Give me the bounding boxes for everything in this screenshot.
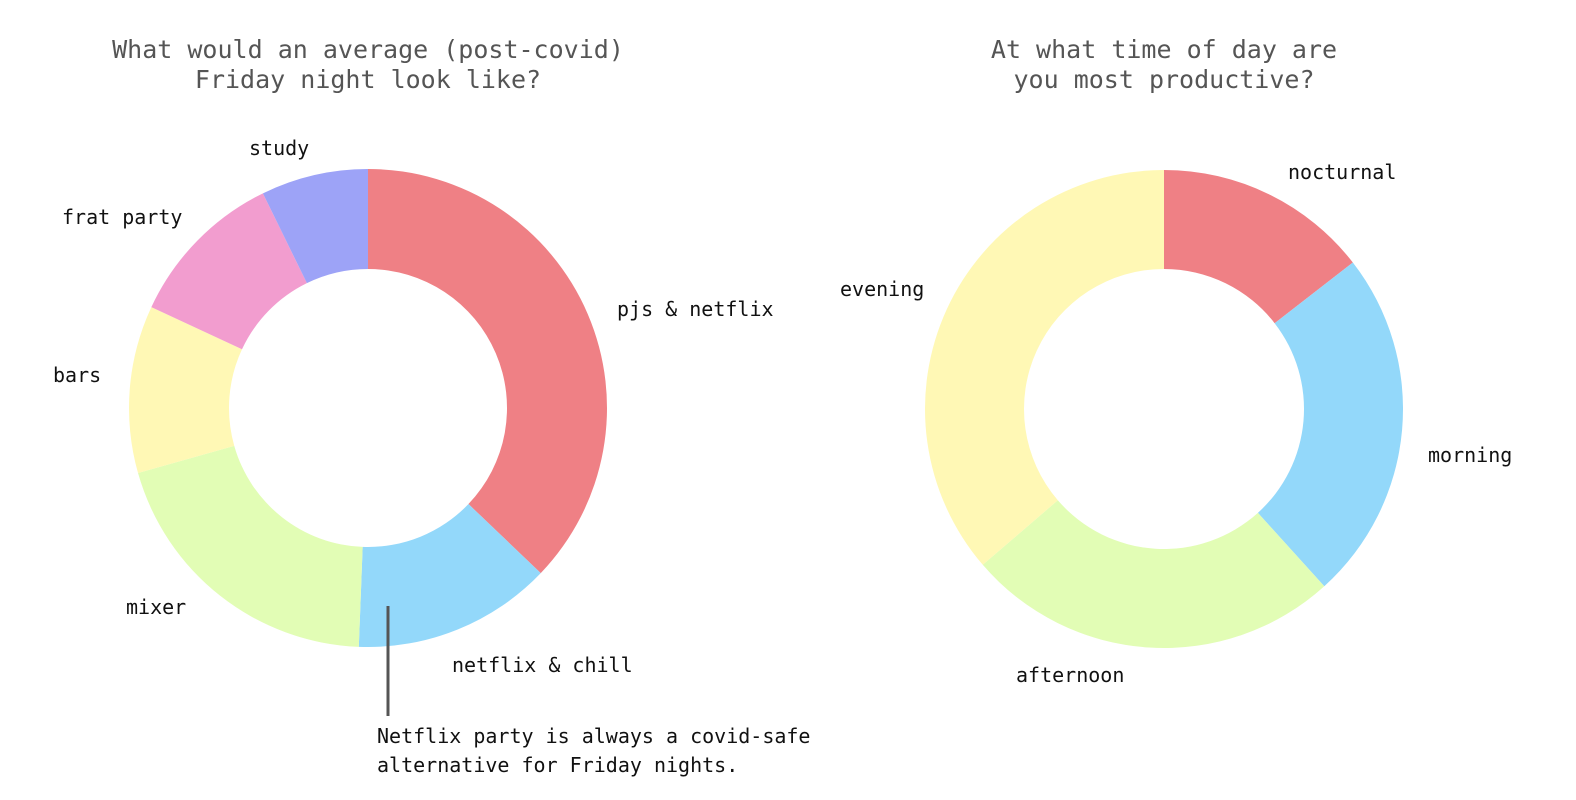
slice-label-afternoon: afternoon — [1016, 663, 1124, 687]
slice-evening — [924, 170, 1164, 565]
slice-label-netflix-chill: netflix & chill — [452, 653, 633, 677]
slice-label-pjs-netflix: pjs & netflix — [617, 297, 774, 321]
chart-title: At what time of day are you most producti… — [991, 35, 1337, 94]
slice-label-bars: bars — [53, 363, 101, 387]
slice-label-nocturnal: nocturnal — [1288, 160, 1396, 184]
slice-pjs-netflix — [368, 169, 607, 574]
chart-title-line: you most productive? — [1013, 65, 1314, 94]
slice-nocturnal — [1164, 170, 1353, 324]
slice-label-evening: evening — [840, 277, 924, 301]
slice-label-frat-party: frat party — [62, 205, 182, 229]
slice-label-morning: morning — [1428, 443, 1512, 467]
annotation-text-line: Netflix party is always a covid-safe — [377, 724, 810, 748]
chart-title-line: What would an average (post-covid) — [112, 35, 624, 64]
chart-title: What would an average (post-covid) Friday… — [112, 35, 624, 94]
slice-study — [262, 169, 368, 284]
annotation: Netflix party is always a covid-safe alte… — [377, 606, 810, 777]
slice-bars — [129, 307, 243, 474]
donut-slices — [924, 170, 1404, 649]
slice-netflix-chill — [358, 504, 541, 647]
slice-label-mixer: mixer — [126, 595, 186, 619]
slice-label-study: study — [249, 136, 309, 160]
slice-mixer — [138, 445, 363, 647]
annotation-text: Netflix party is always a covid-safe alte… — [377, 724, 810, 777]
donut-slices — [129, 169, 607, 647]
chart-title-line: At what time of day are — [991, 35, 1337, 64]
slice-morning — [1257, 262, 1404, 587]
productivity-time-donut-chart: At what time of day are you most producti… — [840, 35, 1512, 687]
slice-frat-party — [151, 193, 307, 350]
chart-title-line: Friday night look like? — [195, 65, 541, 94]
friday-night-donut-chart: What would an average (post-covid) Friday… — [53, 35, 810, 777]
annotation-text-line: alternative for Friday nights. — [377, 753, 738, 777]
slice-afternoon — [982, 500, 1325, 649]
